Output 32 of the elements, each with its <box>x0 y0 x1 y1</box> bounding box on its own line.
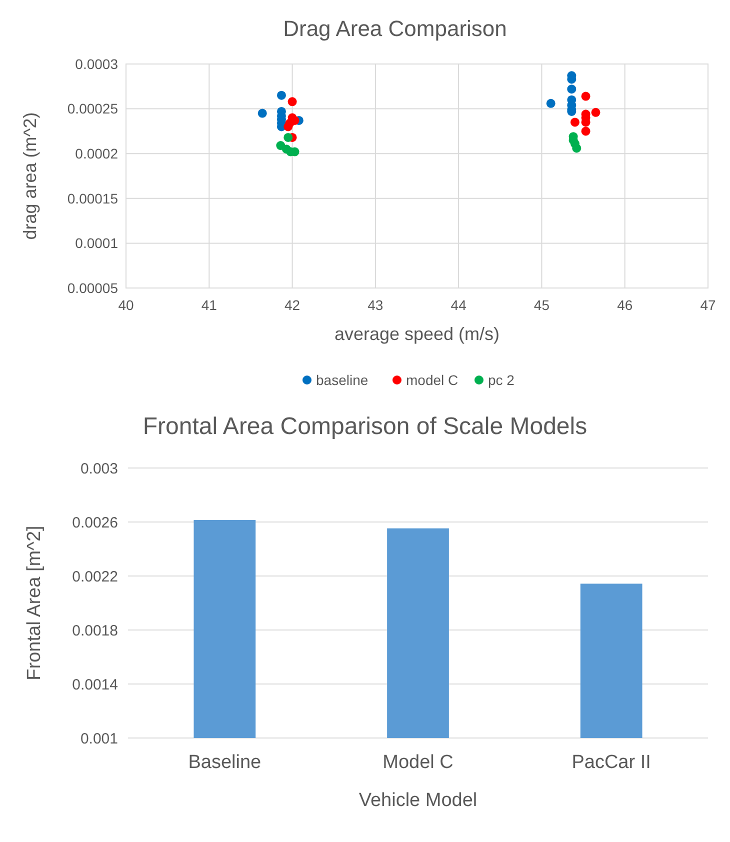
y-tick-label: 0.001 <box>80 730 118 748</box>
x-axis-title: average speed (m/s) <box>334 324 500 344</box>
y-tick-label: 0.00005 <box>67 280 118 296</box>
x-tick-label: 43 <box>368 297 384 313</box>
y-tick-label: 0.0014 <box>72 676 118 694</box>
y-tick-label: 0.0003 <box>75 56 118 72</box>
x-tick-label: 42 <box>284 297 300 313</box>
x-tick-label: 45 <box>534 297 550 313</box>
y-axis-title: drag area (m^2) <box>20 112 40 240</box>
x-tick-label: 47 <box>700 297 716 313</box>
x-axis-title: Vehicle Model <box>358 790 478 811</box>
y-tick-label: 0.00015 <box>67 190 118 206</box>
y-tick-label: 0.0018 <box>72 622 118 640</box>
y-tick-label: 0.00025 <box>67 100 118 117</box>
x-tick-label: 44 <box>450 297 467 313</box>
x-tick-label: Baseline <box>188 752 262 773</box>
legend-label: pc 2 <box>488 372 515 388</box>
x-tick-label: 41 <box>201 297 218 313</box>
chart-title: Drag Area Comparison <box>283 16 507 41</box>
legend-label: model C <box>406 372 458 388</box>
y-tick-label: 0.0001 <box>75 235 118 252</box>
y-tick-label: 0.0022 <box>72 568 118 586</box>
y-tick-label: 0.0002 <box>75 146 118 162</box>
x-tick-label: 40 <box>118 297 134 313</box>
legend-label: baseline <box>316 372 368 388</box>
chart-title: Frontal Area Comparison of Scale Models <box>142 413 588 440</box>
y-axis-title: Frontal Area [m^2] <box>24 526 45 680</box>
x-tick-label: PacCar II <box>572 752 651 773</box>
y-tick-label: 0.003 <box>80 460 118 478</box>
x-tick-label: Model C <box>382 752 454 773</box>
y-tick-label: 0.0026 <box>72 514 118 532</box>
x-tick-label: 46 <box>617 297 633 313</box>
